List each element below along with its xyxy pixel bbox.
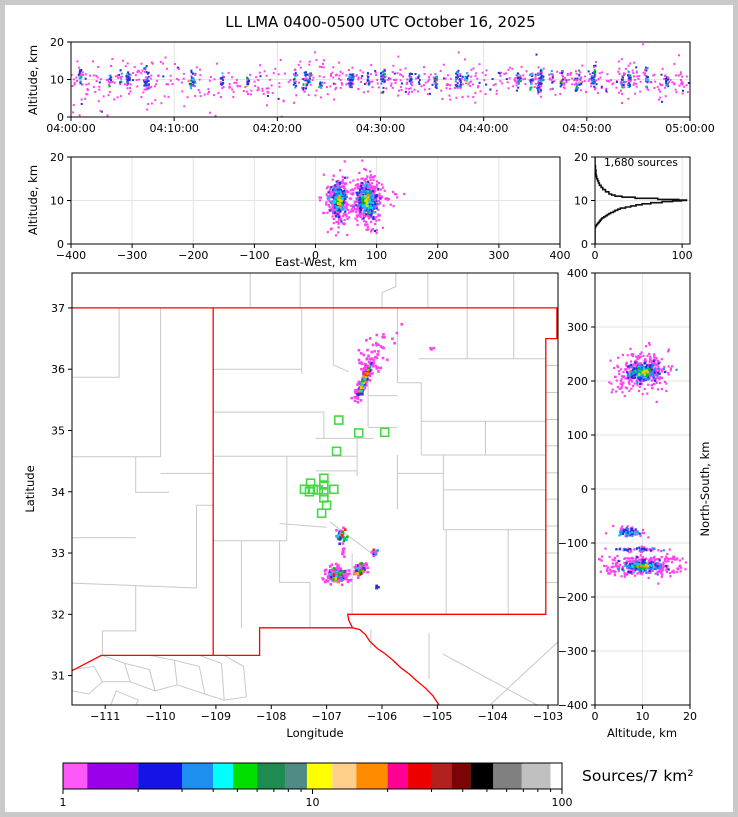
svg-text:−107: −107 bbox=[312, 710, 342, 723]
ew-height-ylabel: Altitude, km bbox=[26, 164, 40, 236]
svg-text:−105: −105 bbox=[422, 710, 452, 723]
plan-view-axes: −111 −110 −109 −108 −107 −106 −105 −104 −103 31 32… bbox=[51, 272, 563, 723]
page-title: LL LMA 0400-0500 UTC October 16, 2025 bbox=[225, 13, 536, 31]
colorbar-title: Sources/7 km² bbox=[582, 767, 694, 785]
ew_height-scatter-points bbox=[318, 159, 406, 237]
svg-text:1: 1 bbox=[60, 796, 67, 809]
svg-text:34: 34 bbox=[51, 486, 65, 499]
svg-text:−109: −109 bbox=[201, 710, 231, 723]
svg-text:−100: −100 bbox=[558, 537, 588, 550]
svg-text:04:50:00: 04:50:00 bbox=[562, 122, 611, 135]
svg-text:−400: −400 bbox=[558, 699, 588, 712]
svg-text:−108: −108 bbox=[256, 710, 286, 723]
svg-text:−400: −400 bbox=[56, 249, 86, 262]
map-ylabel: Latitude bbox=[23, 465, 37, 513]
svg-text:0: 0 bbox=[592, 249, 599, 262]
svg-text:200: 200 bbox=[567, 375, 588, 388]
svg-text:−200: −200 bbox=[178, 249, 208, 262]
svg-text:0: 0 bbox=[581, 238, 588, 251]
svg-text:20: 20 bbox=[574, 151, 588, 164]
svg-text:10: 10 bbox=[50, 74, 64, 87]
svg-text:100: 100 bbox=[567, 429, 588, 442]
county-borders bbox=[72, 273, 558, 705]
svg-text:20: 20 bbox=[683, 710, 697, 723]
svg-text:−300: −300 bbox=[117, 249, 147, 262]
ns_height-scatter-points bbox=[598, 342, 687, 585]
svg-text:100: 100 bbox=[672, 249, 693, 262]
svg-text:0: 0 bbox=[57, 111, 64, 124]
svg-text:0: 0 bbox=[57, 238, 64, 251]
svg-text:04:20:00: 04:20:00 bbox=[253, 122, 302, 135]
svg-text:100: 100 bbox=[552, 796, 573, 809]
svg-text:0: 0 bbox=[592, 710, 599, 723]
svg-text:−104: −104 bbox=[478, 710, 508, 723]
svg-text:05:00:00: 05:00:00 bbox=[665, 122, 714, 135]
svg-text:200: 200 bbox=[427, 249, 448, 262]
svg-text:31: 31 bbox=[51, 670, 65, 683]
svg-text:−200: −200 bbox=[558, 591, 588, 604]
svg-text:400: 400 bbox=[550, 249, 571, 262]
svg-text:0: 0 bbox=[581, 483, 588, 496]
svg-text:20: 20 bbox=[50, 151, 64, 164]
lma-station-markers bbox=[299, 415, 390, 519]
svg-text:−300: −300 bbox=[558, 645, 588, 658]
svg-text:−103: −103 bbox=[533, 710, 563, 723]
svg-text:300: 300 bbox=[488, 249, 509, 262]
time_height-scatter-points bbox=[71, 43, 690, 117]
svg-text:33: 33 bbox=[51, 547, 65, 560]
svg-text:−100: −100 bbox=[239, 249, 269, 262]
map-xlabel: Longitude bbox=[286, 726, 344, 740]
sources-count-annotation: 1,680 sources bbox=[604, 157, 678, 169]
svg-text:04:40:00: 04:40:00 bbox=[459, 122, 508, 135]
plan_view-scatter-points bbox=[321, 323, 435, 590]
svg-text:04:00:00: 04:00:00 bbox=[46, 122, 95, 135]
svg-text:20: 20 bbox=[50, 36, 64, 49]
svg-text:−110: −110 bbox=[145, 710, 175, 723]
state-borders bbox=[72, 307, 558, 705]
colorbar: 1 10 100 bbox=[60, 762, 573, 809]
histogram-axes: 0 100 0 10 20 bbox=[574, 151, 693, 262]
altitude-histogram-curve bbox=[595, 157, 688, 244]
svg-text:0: 0 bbox=[312, 249, 319, 262]
ew-height-axes: −400 −300 −200 −100 0 100 200 300 400 0 10 20 bbox=[50, 151, 571, 262]
ns-height-axes: 0 10 20 400 300 200 100 0 −100 −200 −300 −400 bbox=[558, 267, 697, 723]
svg-text:32: 32 bbox=[51, 608, 65, 621]
ns-height-xlabel: Altitude, km bbox=[606, 726, 678, 740]
svg-text:100: 100 bbox=[366, 249, 387, 262]
gridlines bbox=[595, 273, 690, 705]
ew-height-xlabel: East-West, km bbox=[275, 255, 357, 269]
svg-text:10: 10 bbox=[306, 796, 320, 809]
svg-text:400: 400 bbox=[567, 267, 588, 280]
svg-text:04:30:00: 04:30:00 bbox=[356, 122, 405, 135]
svg-text:35: 35 bbox=[51, 424, 65, 437]
time-height-ylabel: Altitude, km bbox=[26, 44, 40, 116]
svg-text:−111: −111 bbox=[90, 710, 120, 723]
svg-text:10: 10 bbox=[636, 710, 650, 723]
svg-text:37: 37 bbox=[51, 302, 65, 315]
svg-text:10: 10 bbox=[574, 195, 588, 208]
svg-text:36: 36 bbox=[51, 363, 65, 376]
ns-height-ylabel: North-South, km bbox=[698, 441, 712, 537]
svg-text:04:10:00: 04:10:00 bbox=[149, 122, 198, 135]
svg-text:−106: −106 bbox=[367, 710, 397, 723]
gridlines bbox=[71, 157, 560, 244]
svg-text:10: 10 bbox=[50, 195, 64, 208]
svg-text:300: 300 bbox=[567, 321, 588, 334]
time-height-axes: 04:00:00 04:10:00 04:20:00 04:30:00 04:40:00… bbox=[46, 36, 714, 135]
